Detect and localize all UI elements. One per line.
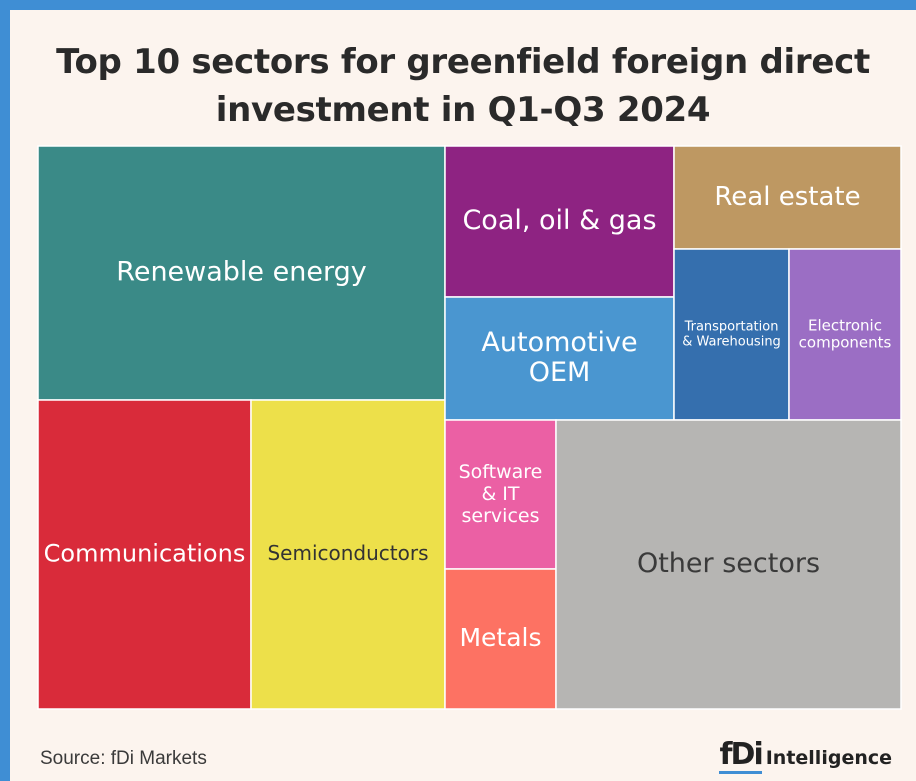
brand-word: Intelligence <box>765 747 892 769</box>
tile-label-transport-2: & Warehousing <box>682 335 781 350</box>
tile-rect-transport <box>673 248 790 421</box>
source-note: Source: fDi Markets <box>40 748 207 769</box>
brand-mark: fDi <box>719 737 764 774</box>
tile-semiconductors: Semiconductors <box>250 399 446 710</box>
tile-label-software-2: & IT <box>481 483 519 505</box>
tile-label-other: Other sectors <box>637 548 820 579</box>
tile-label-coal: Coal, oil & gas <box>462 205 656 236</box>
tile-label-metals: Metals <box>459 623 541 652</box>
tile-transport: Transportation& Warehousing <box>673 248 790 421</box>
tile-label-electronic-2: components <box>799 334 892 352</box>
tile-label-transport-1: Transportation <box>684 320 779 335</box>
tile-label-communications: Communications <box>44 540 246 568</box>
tile-communications: Communications <box>37 399 252 710</box>
chart-title: Top 10 sectors for greenfield foreign di… <box>10 38 916 134</box>
tile-label-automotive-1: Automotive <box>481 327 637 358</box>
tile-label-renewable: Renewable energy <box>116 257 366 288</box>
tile-rect-electronic <box>788 248 902 421</box>
tile-rect-software <box>444 419 557 570</box>
tile-label-software-1: Software <box>459 461 543 483</box>
tile-label-electronic-1: Electronic <box>808 317 882 335</box>
tile-metals: Metals <box>444 568 557 710</box>
chart-title-line-1: Top 10 sectors for greenfield foreign di… <box>56 42 870 82</box>
tile-label-automotive-2: OEM <box>529 357 591 388</box>
tile-other: Other sectors <box>555 419 902 710</box>
tile-label-software-3: services <box>462 505 540 527</box>
chart-title-line-2: investment in Q1-Q3 2024 <box>215 90 711 130</box>
tile-rect-realestate <box>673 145 902 250</box>
tile-label-realestate: Real estate <box>714 182 860 212</box>
tile-rect-metals <box>444 568 557 710</box>
tile-rect-other <box>555 419 902 710</box>
tile-coal: Coal, oil & gas <box>444 145 675 298</box>
tile-rect-coal <box>444 145 675 298</box>
tile-label-semiconductors: Semiconductors <box>267 541 428 565</box>
tile-realestate: Real estate <box>673 145 902 250</box>
tile-renewable: Renewable energy <box>37 145 446 401</box>
brand-logo: fDi Intelligence <box>719 740 892 774</box>
